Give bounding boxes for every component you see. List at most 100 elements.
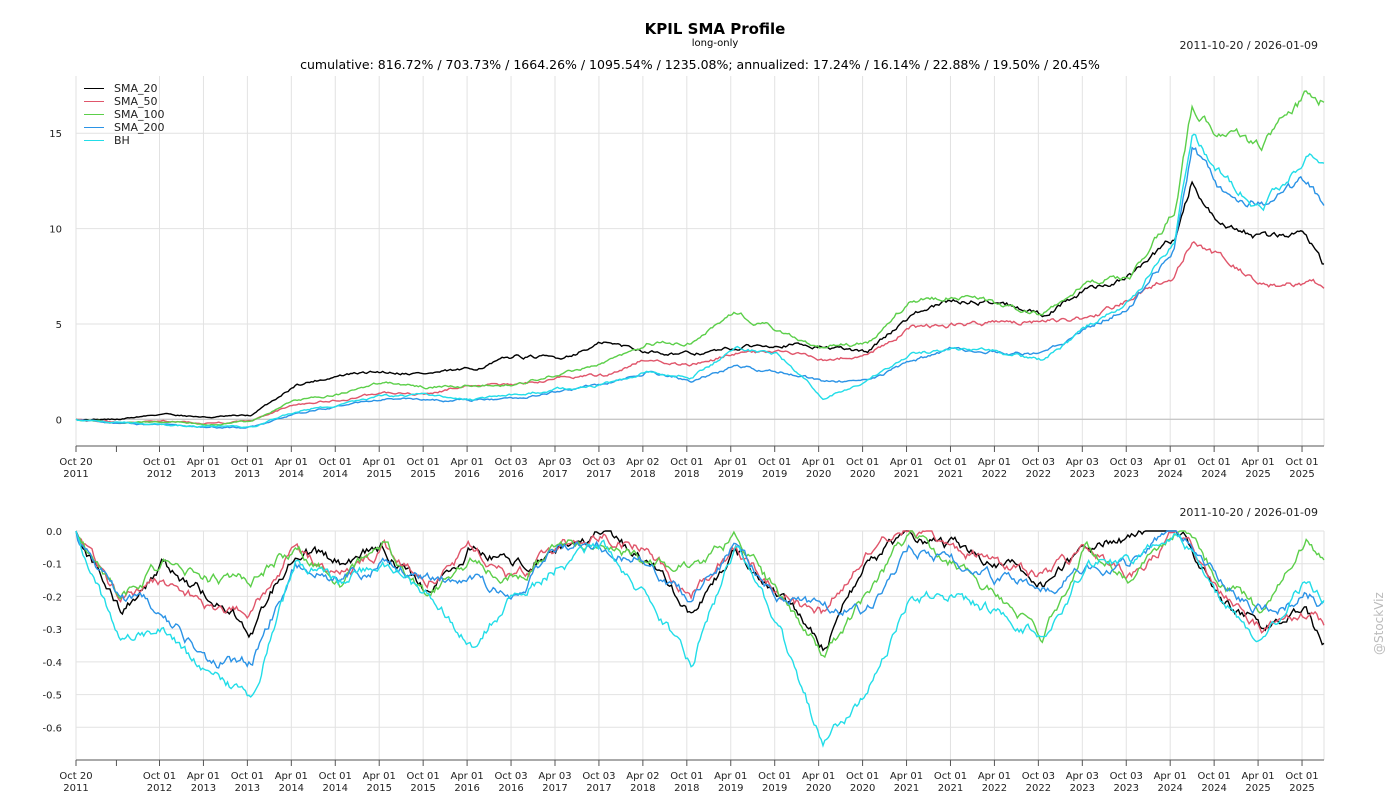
- legend-item: SMA_50: [84, 95, 165, 108]
- legend-item: SMA_100: [84, 108, 165, 121]
- series-line-sma_100: [75, 530, 1325, 659]
- x-tick-label: Apr 01: [714, 771, 747, 782]
- x-tick-label: Apr 02: [626, 457, 659, 468]
- legend-label: SMA_20: [114, 82, 158, 95]
- x-tick-label: Oct 01: [670, 457, 703, 468]
- x-tick-label: 2018: [674, 783, 699, 794]
- x-tick-label: Oct 03: [494, 457, 527, 468]
- legend-swatch: [84, 101, 104, 102]
- x-tick-label: Apr 01: [187, 771, 220, 782]
- chart-title: KPIL SMA Profile: [644, 20, 786, 38]
- series-line-sma_50: [75, 530, 1325, 634]
- x-tick-label: Apr 01: [890, 771, 923, 782]
- x-tick-label: Apr 01: [890, 457, 923, 468]
- x-tick-label: 2017: [586, 469, 611, 480]
- legend-swatch: [84, 88, 104, 89]
- x-tick-label: Oct 03: [1022, 771, 1055, 782]
- x-tick-label: Oct 01: [143, 457, 176, 468]
- legend-item: SMA_200: [84, 121, 165, 134]
- x-tick-label: Oct 01: [934, 457, 967, 468]
- x-tick-label: Apr 01: [275, 771, 308, 782]
- performance-stats: cumulative: 816.72% / 703.73% / 1664.26%…: [300, 57, 1100, 72]
- x-tick-label: 2021: [938, 469, 963, 480]
- y-tick-label: -0.3: [42, 625, 62, 636]
- x-tick-label: Apr 01: [1241, 771, 1274, 782]
- legend: SMA_20 SMA_50 SMA_100 SMA_200 BH: [84, 82, 165, 147]
- x-tick-label: 2012: [147, 783, 172, 794]
- legend-label: SMA_200: [114, 121, 165, 134]
- x-tick-label: Apr 01: [275, 457, 308, 468]
- x-tick-label: 2024: [1201, 783, 1226, 794]
- x-tick-label: Oct 01: [846, 771, 879, 782]
- x-tick-label: Oct 01: [758, 457, 791, 468]
- series-line-bh: [75, 530, 1325, 748]
- x-tick-label: Apr 01: [450, 457, 483, 468]
- series-line-sma_200: [75, 530, 1324, 669]
- x-tick-label: Apr 01: [187, 457, 220, 468]
- x-tick-label: Apr 01: [1241, 457, 1274, 468]
- x-tick-label: Oct 01: [407, 457, 440, 468]
- x-tick-label: Oct 03: [582, 771, 615, 782]
- x-tick-label: 2023: [1070, 783, 1095, 794]
- x-tick-label: 2016: [454, 469, 479, 480]
- x-tick-label: Oct 01: [670, 771, 703, 782]
- y-tick-label: -0.1: [42, 560, 62, 571]
- x-tick-label: Apr 01: [714, 457, 747, 468]
- x-tick-label: Apr 01: [450, 771, 483, 782]
- y-tick-label: 15: [49, 129, 62, 140]
- x-tick-label: Oct 03: [1022, 457, 1055, 468]
- x-tick-label: Apr 01: [363, 771, 396, 782]
- x-tick-label: Apr 02: [626, 771, 659, 782]
- x-tick-label: Oct 03: [494, 771, 527, 782]
- x-tick-label: Apr 01: [978, 457, 1011, 468]
- x-tick-label: 2013: [191, 469, 216, 480]
- x-tick-label: 2024: [1201, 469, 1226, 480]
- x-tick-label: Apr 03: [1066, 771, 1099, 782]
- y-tick-label: 10: [49, 225, 62, 236]
- watermark: @StockViz: [1372, 592, 1386, 655]
- x-tick-label: 2018: [674, 469, 699, 480]
- x-tick-label: Oct 03: [1110, 771, 1143, 782]
- x-tick-label: 2013: [235, 783, 260, 794]
- x-tick-label: 2016: [454, 783, 479, 794]
- x-tick-label: Apr 01: [802, 457, 835, 468]
- x-tick-label: 2011: [63, 783, 88, 794]
- x-tick-label: Apr 01: [1154, 771, 1187, 782]
- y-tick-label: 0: [56, 415, 62, 426]
- x-tick-label: Oct 03: [1110, 457, 1143, 468]
- x-tick-label: 2022: [982, 783, 1007, 794]
- x-tick-label: 2020: [850, 783, 875, 794]
- x-tick-label: 2025: [1245, 469, 1270, 480]
- x-tick-label: Apr 01: [978, 771, 1011, 782]
- x-tick-label: Oct 01: [143, 771, 176, 782]
- x-tick-label: 2020: [806, 783, 831, 794]
- legend-label: BH: [114, 134, 130, 147]
- x-tick-label: Apr 01: [802, 771, 835, 782]
- legend-swatch: [84, 140, 104, 141]
- y-tick-label: -0.4: [42, 658, 62, 669]
- series-line-sma_100: [75, 90, 1325, 427]
- x-tick-label: 2015: [366, 469, 391, 480]
- x-tick-label: Apr 01: [363, 457, 396, 468]
- x-tick-label: Apr 03: [538, 771, 571, 782]
- y-tick-label: -0.2: [42, 592, 62, 603]
- x-tick-label: 2019: [762, 469, 787, 480]
- x-tick-label: 2021: [894, 469, 919, 480]
- x-tick-label: 2022: [1026, 783, 1051, 794]
- x-tick-label: Oct 01: [846, 457, 879, 468]
- x-tick-label: Oct 01: [407, 771, 440, 782]
- x-tick-label: 2020: [850, 469, 875, 480]
- x-tick-label: Apr 03: [538, 457, 571, 468]
- x-tick-label: 2016: [498, 469, 523, 480]
- x-tick-label: 2024: [1157, 469, 1182, 480]
- date-range-top: 2011-10-20 / 2026-01-09: [1179, 39, 1318, 52]
- x-tick-label: Apr 03: [1066, 457, 1099, 468]
- x-tick-label: 2014: [279, 469, 304, 480]
- x-tick-label: 2021: [938, 783, 963, 794]
- x-tick-label: Oct 01: [319, 771, 352, 782]
- x-tick-label: 2019: [718, 783, 743, 794]
- x-tick-label: 2025: [1245, 783, 1270, 794]
- date-range-bottom: 2011-10-20 / 2026-01-09: [1179, 506, 1318, 519]
- x-tick-label: Oct 01: [934, 771, 967, 782]
